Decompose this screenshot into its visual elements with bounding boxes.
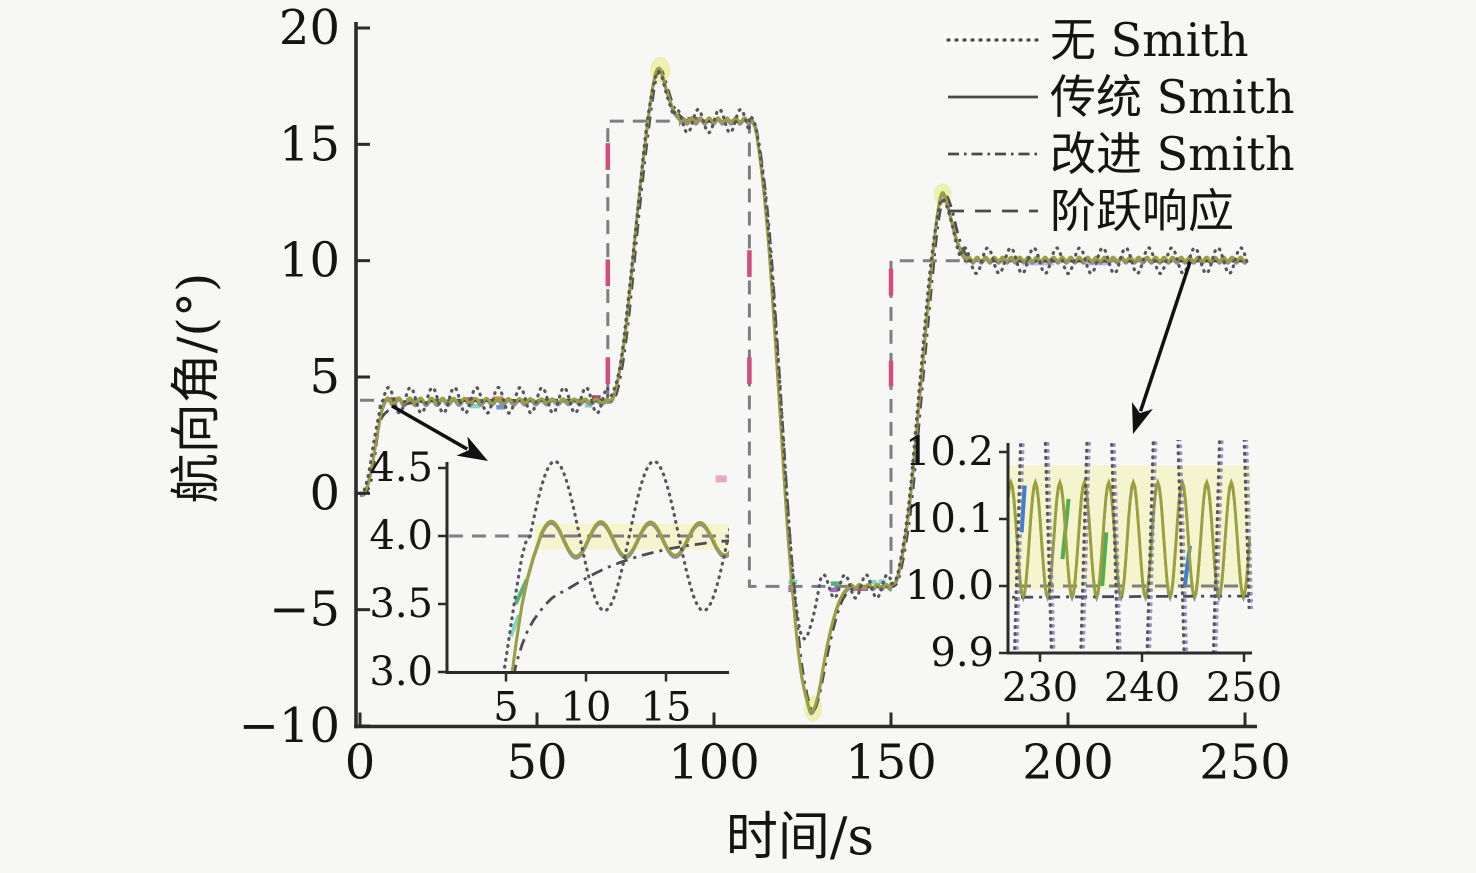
inset-x-tick-label: 15 (641, 685, 692, 731)
inset-x-tick-label: 230 (1002, 665, 1078, 711)
x-tick-label: 100 (668, 735, 760, 791)
series-jieyue-curve (360, 119, 1248, 588)
series-wu-curve (358, 69, 1249, 641)
color-accent (1019, 485, 1027, 533)
inset-x-tick-label: 10 (561, 685, 612, 731)
inset-y-tick-label: 4.0 (369, 513, 433, 559)
legend-label: 改进 Smith (1050, 127, 1295, 181)
y-axis-label: 航向角/(°) (167, 272, 225, 504)
color-accent (508, 614, 521, 638)
series-chuantong-curve (360, 66, 1249, 714)
y-tick-label: −5 (269, 582, 340, 638)
x-tick-label: 0 (345, 735, 376, 791)
inset-y-tick-label: 10.0 (905, 563, 994, 609)
inset-left-curves (447, 459, 729, 673)
y-tick-label: 10 (279, 233, 340, 289)
y-tick-label: 20 (279, 0, 340, 56)
arrow-to-right-inset (1131, 261, 1192, 434)
inset-right-curves (1008, 440, 1253, 654)
legend-item-wu: 无 Smith (946, 13, 1249, 67)
y-tick-label: 15 (279, 116, 340, 172)
inset-y-tick-label: 3.0 (369, 649, 433, 695)
inset-right-axes: 9.9 10.0 10.1 10.2 230 240 250 (905, 429, 1282, 711)
inset-left-axes: 3.0 3.5 4.0 4.5 5 10 15 (369, 445, 729, 731)
x-axis-label: 时间/s (725, 807, 875, 868)
inset-y-tick-label: 4.5 (369, 445, 433, 491)
legend-label: 阶跃响应 (1050, 184, 1234, 238)
inset-x-tick-label: 5 (493, 685, 518, 731)
y-tick-label: 5 (309, 349, 340, 405)
inset-y-tick-label: 3.5 (369, 581, 433, 627)
x-tick-label: 250 (1199, 735, 1291, 791)
x-tick-label: 200 (1022, 735, 1114, 791)
inset-y-tick-label: 10.1 (905, 496, 994, 542)
y-tick-label: 0 (309, 465, 340, 521)
x-tick-label: 50 (506, 735, 567, 791)
legend-item-gaijin: 改进 Smith (948, 127, 1295, 181)
x-tick-label: 150 (845, 735, 937, 791)
main-plot-area (358, 56, 1249, 722)
inset-x-tick-label: 240 (1104, 665, 1180, 711)
color-accent (1100, 532, 1109, 587)
legend-label: 无 Smith (1050, 13, 1249, 67)
legend-item-jieyue: 阶跃响应 (948, 184, 1234, 238)
inset-x-tick-label: 250 (1206, 665, 1282, 711)
legend-item-chuantong: 传统 Smith (948, 70, 1295, 124)
inset-y-tick-label: 10.2 (905, 429, 994, 475)
y-tick-label: −10 (239, 698, 340, 754)
arrow-to-left-inset (391, 404, 488, 461)
legend-label: 传统 Smith (1050, 70, 1295, 124)
inset-y-tick-label: 9.9 (930, 630, 994, 676)
